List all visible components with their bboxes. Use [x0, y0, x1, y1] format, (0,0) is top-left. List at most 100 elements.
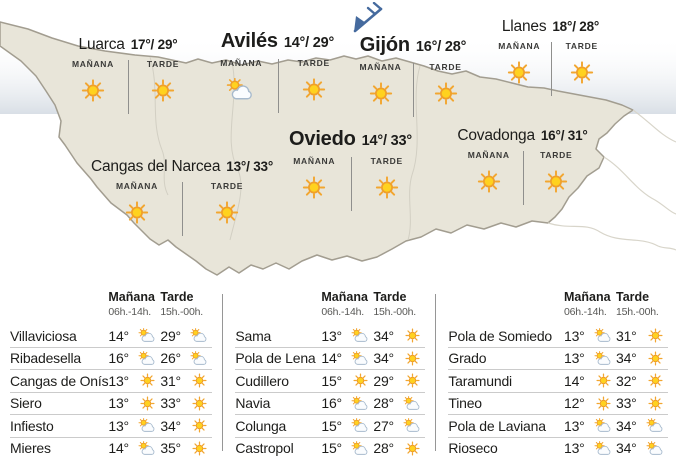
morning-temp: 14°: [108, 327, 129, 344]
sun-icon: [545, 170, 568, 193]
city-temps: 13°/ 33°: [226, 159, 274, 174]
morning-hours: 06h.-14h.: [321, 306, 364, 318]
afternoon-temp: 29°: [160, 327, 181, 344]
town-name: Pola de Laviana: [448, 417, 546, 434]
table-row: Grado 13° 34°: [448, 346, 668, 370]
town-name: Castropol: [235, 440, 294, 457]
town-name: Infiesto: [10, 417, 54, 434]
sun-cloud-icon: [594, 418, 611, 433]
sun-cloud-icon: [138, 328, 155, 343]
table-row: Ribadesella 16° 26°: [10, 346, 213, 370]
city-name: Gijón: [359, 34, 410, 56]
city-name: Avilés: [220, 30, 278, 52]
morning-label: MAÑANA: [359, 62, 402, 72]
city-forecast-luarca: Luarca 17°/ 29° MAÑANA TARDE: [58, 36, 198, 114]
sun-cloud-icon: [594, 328, 611, 343]
sun-icon: [508, 61, 531, 84]
sun-cloud-icon: [190, 328, 207, 343]
city-temps: 16°/ 31°: [540, 128, 588, 143]
city-name: Oviedo: [289, 128, 356, 150]
table-row: Colunga 15° 27°: [235, 414, 426, 437]
morning-label: MAÑANA: [467, 150, 510, 160]
sun-cloud-icon: [190, 350, 207, 365]
afternoon-temp: 33°: [616, 395, 637, 412]
city-name: Covadonga: [457, 127, 535, 144]
sun-icon: [405, 351, 420, 366]
city-forecast-oviedo: Oviedo 14°/ 33° MAÑANA TARDE: [278, 128, 423, 211]
morning-temp: 14°: [321, 350, 342, 367]
sun-icon: [192, 373, 207, 388]
sun-icon: [192, 396, 207, 411]
sun-cloud-icon: [138, 440, 155, 455]
afternoon-temp: 34°: [373, 350, 394, 367]
table-divider: [222, 294, 224, 451]
afternoon-temp: 28°: [373, 440, 394, 457]
morning-temp: 12°: [564, 395, 585, 412]
morning-temp: 16°: [108, 350, 129, 367]
morning-temp: 13°: [564, 327, 585, 344]
sun-cloud-icon: [351, 440, 368, 455]
table-row: Infiesto 13° 34°: [10, 414, 213, 437]
afternoon-label: TARDE: [146, 59, 180, 69]
sun-icon: [192, 418, 207, 433]
city-temps: 18°/ 28°: [552, 19, 600, 34]
afternoon-temp: 27°: [373, 417, 394, 434]
sun-icon: [151, 79, 175, 102]
afternoon-temp: 34°: [616, 440, 637, 457]
table-row: Taramundi 14° 32°: [448, 369, 668, 392]
afternoon-temp: 33°: [160, 395, 181, 412]
morning-temp: 13°: [564, 440, 585, 457]
afternoon-temp: 34°: [160, 417, 181, 434]
city-title: Oviedo 14°/ 33°: [289, 128, 412, 151]
town-name: Sama: [235, 327, 272, 344]
town-name: Taramundi: [448, 372, 512, 389]
afternoon-temp: 34°: [373, 327, 394, 344]
slot-divider: [413, 63, 414, 117]
town-name: Siero: [10, 395, 42, 412]
table-header: Mañana 06h.-14h. Tarde 15h.-00h.: [448, 290, 668, 318]
table-header: Mañana 06h.-14h. Tarde 15h.-00h.: [10, 290, 212, 318]
table-header: Mañana 06h.-14h. Tarde 15h.-00h.: [235, 290, 425, 318]
sun-cloud-icon: [646, 440, 663, 455]
slot-divider: [128, 60, 129, 114]
table-row: Villaviciosa 14° 29°: [10, 325, 212, 347]
table-divider: [435, 294, 437, 451]
table-row: Cangas de Onís 13° 31°: [10, 369, 213, 392]
table-row: Pola de Lena 14° 34°: [235, 346, 426, 370]
sun-icon: [140, 396, 155, 411]
table-row: Siero 13° 33°: [10, 391, 213, 415]
morning-header: Mañana: [564, 290, 611, 304]
town-name: Tineo: [448, 395, 482, 412]
afternoon-hours: 15h.-00h.: [373, 306, 416, 318]
sun-icon: [302, 78, 325, 101]
afternoon-hours: 15h.-00h.: [616, 306, 659, 318]
sun-cloud-icon: [351, 395, 368, 410]
town-name: Cudillero: [235, 372, 289, 389]
table-row: Pola de Somiedo 13° 31°: [448, 325, 668, 347]
forecast-table: Mañana 06h.-14h. Tarde 15h.-00h. Pola de…: [448, 290, 668, 459]
sun-icon: [434, 82, 457, 105]
town-name: Ribadesella: [10, 350, 81, 367]
town-name: Villaviciosa: [10, 327, 77, 344]
sun-icon: [375, 176, 398, 199]
sun-cloud-icon: [138, 350, 155, 365]
sun-icon: [648, 373, 663, 388]
table-row: Pola de Laviana 13° 34°: [448, 414, 668, 437]
morning-temp: 15°: [321, 440, 342, 457]
afternoon-temp: 34°: [616, 350, 637, 367]
neighbour-borders: [547, 109, 676, 251]
sun-icon: [125, 201, 149, 224]
town-name: Pola de Somiedo: [448, 327, 553, 344]
city-name: Luarca: [78, 36, 125, 53]
sun-cloud-icon: [138, 418, 155, 433]
sun-cloud-icon: [351, 328, 368, 343]
morning-label: MAÑANA: [498, 41, 541, 51]
morning-temp: 13°: [108, 395, 129, 412]
afternoon-temp: 31°: [160, 372, 181, 389]
sun-icon: [648, 328, 663, 343]
morning-temp: 14°: [108, 440, 129, 457]
table-row: Mieres 14° 35°: [10, 436, 213, 460]
sun-cloud-icon: [594, 350, 611, 365]
morning-temp: 13°: [564, 417, 585, 434]
sun-cloud-icon: [594, 440, 611, 455]
